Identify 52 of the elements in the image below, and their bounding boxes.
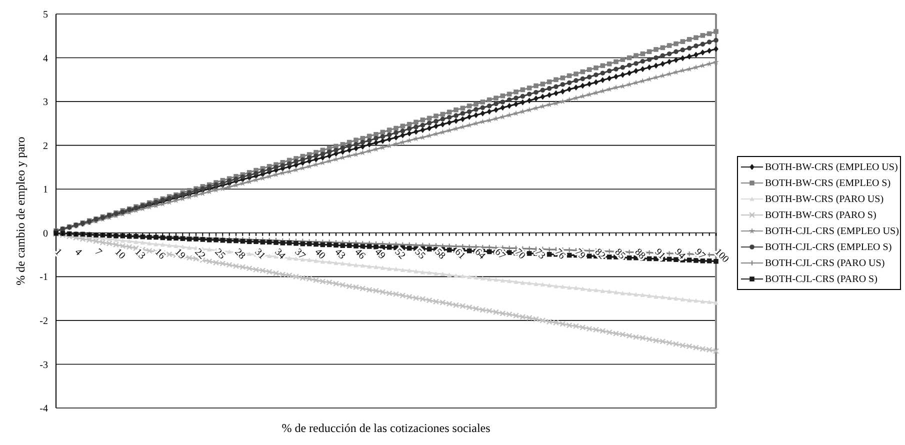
y-axis-title: % de cambio de empleo y paro — [13, 136, 28, 286]
y-tick-label: 4 — [43, 53, 48, 64]
x-tick-label: 46 — [352, 246, 368, 262]
y-tick-label: 2 — [43, 140, 48, 152]
x-tick-label: 37 — [292, 246, 308, 262]
x-tick-label: 43 — [332, 246, 348, 262]
x-tick-label: 76 — [552, 246, 568, 262]
legend-label: BOTH-CJL-CRS (PARO US) — [765, 258, 885, 268]
x-tick-label: 13 — [132, 246, 148, 262]
x-tick-label: 97 — [692, 246, 708, 262]
y-tick-label: 0 — [43, 228, 48, 240]
legend-label: BOTH-BW-CRS (PARO S) — [765, 210, 876, 220]
x-tick-label: 34 — [272, 246, 288, 262]
x-tick-label: 40 — [312, 246, 328, 262]
x-tick-label: 88 — [632, 246, 648, 262]
x-tick-label: 7 — [92, 246, 104, 258]
x-axis-title: % de reducción de las cotizaciones sociales — [282, 421, 491, 435]
x-tick-label: 67 — [492, 246, 508, 262]
x-tick-label: 94 — [672, 246, 688, 262]
x-tick-label: 31 — [252, 246, 268, 262]
legend-label: BOTH-BW-CRS (EMPLEO S) — [765, 178, 891, 188]
x-tick-label: 1 — [52, 246, 64, 258]
x-tick-label: 61 — [452, 246, 468, 262]
y-tick-label: 1 — [43, 184, 48, 196]
x-tick-label: 82 — [592, 246, 608, 262]
x-tick-label: 10 — [112, 246, 128, 262]
y-tick-label: -2 — [40, 316, 48, 327]
x-tick-label: 70 — [512, 246, 528, 262]
x-tick-label: 91 — [652, 246, 668, 262]
legend-label: BOTH-CJL-CRS (EMPLEO S) — [765, 242, 892, 252]
x-tick-label: 55 — [412, 246, 428, 262]
x-tick-label: 49 — [372, 246, 388, 262]
legend-label: BOTH-CJL-CRS (EMPLEO US) — [765, 226, 899, 236]
legend-label: BOTH-BW-CRS (PARO US) — [765, 194, 884, 204]
x-tick-label: 58 — [432, 246, 448, 262]
y-tick-label: -1 — [40, 272, 48, 284]
x-tick-label: 22 — [192, 246, 208, 262]
x-tick-label: 19 — [172, 246, 188, 262]
legend-label: BOTH-BW-CRS (EMPLEO US) — [765, 162, 898, 172]
x-tick-label: 52 — [392, 246, 408, 262]
y-tick-label: -3 — [40, 360, 48, 371]
x-tick-label: 64 — [472, 246, 488, 262]
x-tick-label: 4 — [72, 246, 84, 258]
x-tick-label: 25 — [212, 246, 228, 262]
y-tick-label: -4 — [40, 404, 48, 415]
x-tick-label: 16 — [152, 246, 168, 262]
y-tick-label: 3 — [43, 97, 48, 108]
x-tick-label: 85 — [612, 246, 628, 262]
y-tick-label: 5 — [43, 10, 48, 21]
x-tick-label: 100 — [712, 246, 731, 266]
legend-label: BOTH-CJL-CRS (PARO S) — [765, 274, 878, 284]
x-tick-label: 28 — [232, 246, 248, 262]
